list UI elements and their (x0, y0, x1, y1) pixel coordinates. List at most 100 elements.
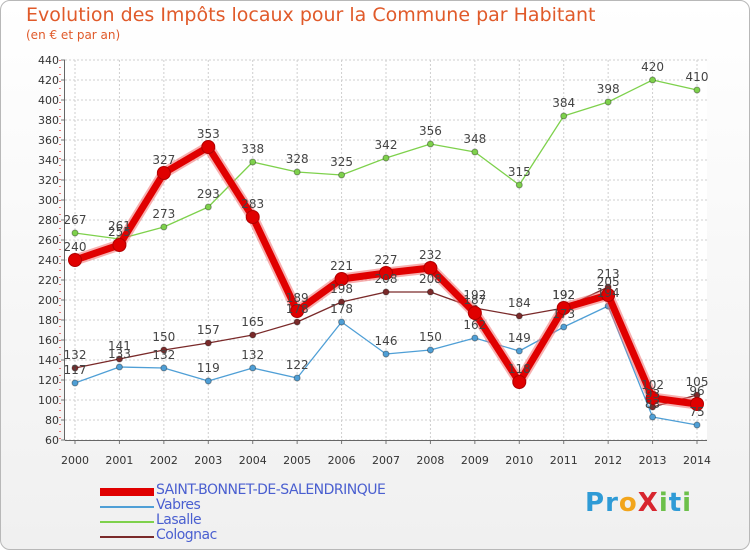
data-label: 315 (508, 165, 531, 179)
data-label: 348 (463, 132, 486, 146)
data-label: 184 (508, 296, 531, 310)
x-tick-label: 2014 (683, 454, 711, 467)
x-tick-label: 2012 (594, 454, 622, 467)
data-point (515, 347, 523, 355)
y-tick-label: 340 (38, 154, 59, 167)
x-tick-label: 2002 (150, 454, 178, 467)
data-point (515, 312, 523, 320)
data-point (693, 421, 701, 429)
y-tick-label: 240 (38, 254, 59, 267)
logo-letter-4: X (637, 488, 659, 518)
data-point (160, 223, 168, 231)
data-point (693, 86, 701, 94)
data-point (290, 304, 305, 318)
logo-letter-7: i (682, 488, 693, 518)
x-tick-label: 2009 (461, 454, 489, 467)
data-label: 384 (552, 96, 575, 110)
y-tick-label: 80 (45, 414, 59, 427)
data-point (645, 391, 660, 405)
x-tick-label: 2005 (283, 454, 311, 467)
data-label: 208 (375, 272, 398, 286)
legend-swatch-colognac (100, 536, 154, 538)
data-point (160, 364, 168, 372)
x-tick-label: 2006 (328, 454, 356, 467)
data-point (68, 253, 82, 267)
data-point (556, 301, 571, 315)
data-label: 208 (419, 272, 442, 286)
legend-label-colognac: Colognac (156, 527, 217, 543)
data-point (426, 140, 434, 148)
data-label: 273 (152, 207, 175, 221)
y-tick-label: 180 (38, 314, 59, 327)
y-tick-label: 300 (38, 194, 59, 207)
data-label: 132 (64, 348, 87, 362)
data-point (245, 210, 260, 224)
x-tick-label: 2003 (194, 454, 222, 467)
data-point (649, 76, 657, 84)
data-label: 122 (286, 358, 309, 372)
data-label: 232 (419, 248, 442, 262)
y-tick-label: 320 (38, 174, 59, 187)
data-point (604, 98, 612, 106)
data-label: 75 (689, 405, 704, 419)
data-label: 132 (152, 348, 175, 362)
logo-letter-5: i (658, 488, 669, 518)
data-label: 146 (375, 334, 398, 348)
proxiti-logo: ProXiti (585, 488, 692, 518)
data-label: 327 (152, 153, 175, 167)
y-tick-label: 140 (38, 354, 59, 367)
legend-swatch-saint-bonnet (100, 488, 154, 496)
data-label: 105 (686, 375, 709, 389)
data-label: 173 (552, 307, 575, 321)
data-point (115, 355, 123, 363)
logo-letter-3: o (618, 488, 638, 518)
data-point (249, 158, 257, 166)
data-label: 338 (241, 142, 264, 156)
data-point (334, 272, 349, 286)
data-label: 187 (463, 293, 486, 307)
data-point (426, 288, 434, 296)
data-label: 356 (419, 124, 442, 138)
data-point (512, 375, 527, 389)
data-label: 178 (286, 302, 309, 316)
data-label: 149 (508, 331, 531, 345)
data-label: 141 (108, 339, 131, 353)
y-tick-label: 120 (38, 374, 59, 387)
data-label: 255 (108, 225, 131, 239)
data-label: 398 (597, 82, 620, 96)
data-point (115, 363, 123, 371)
legend-label-saint-bonnet: SAINT-BONNET-DE-SALENDRINQUE (156, 482, 386, 498)
data-label: 192 (463, 288, 486, 302)
data-label: 240 (64, 240, 87, 254)
x-tick-label: 2008 (416, 454, 444, 467)
data-label: 267 (64, 213, 87, 227)
data-point (112, 238, 127, 252)
x-tick-label: 2007 (372, 454, 400, 467)
y-tick-label: 360 (38, 134, 59, 147)
data-point (382, 154, 390, 162)
y-tick-label: 160 (38, 334, 59, 347)
y-tick-label: 220 (38, 274, 59, 287)
data-point (560, 323, 568, 331)
data-label: 205 (597, 275, 620, 289)
data-point (293, 374, 301, 382)
data-label: 178 (330, 302, 353, 316)
data-point (204, 203, 212, 211)
data-point (379, 266, 393, 280)
data-point (423, 261, 438, 275)
data-label: 198 (330, 282, 353, 296)
data-label: 150 (419, 330, 442, 344)
data-label: 342 (375, 138, 398, 152)
data-point (426, 346, 434, 354)
data-point (338, 318, 346, 326)
y-tick-label: 200 (38, 294, 59, 307)
data-point (467, 306, 482, 320)
x-tick-label: 2004 (239, 454, 267, 467)
data-label: 83 (645, 397, 660, 411)
data-label: 410 (686, 70, 709, 84)
data-point (160, 346, 168, 354)
data-point (204, 339, 212, 347)
data-point (601, 288, 616, 302)
legend-label-lasalle: Lasalle (156, 512, 202, 528)
